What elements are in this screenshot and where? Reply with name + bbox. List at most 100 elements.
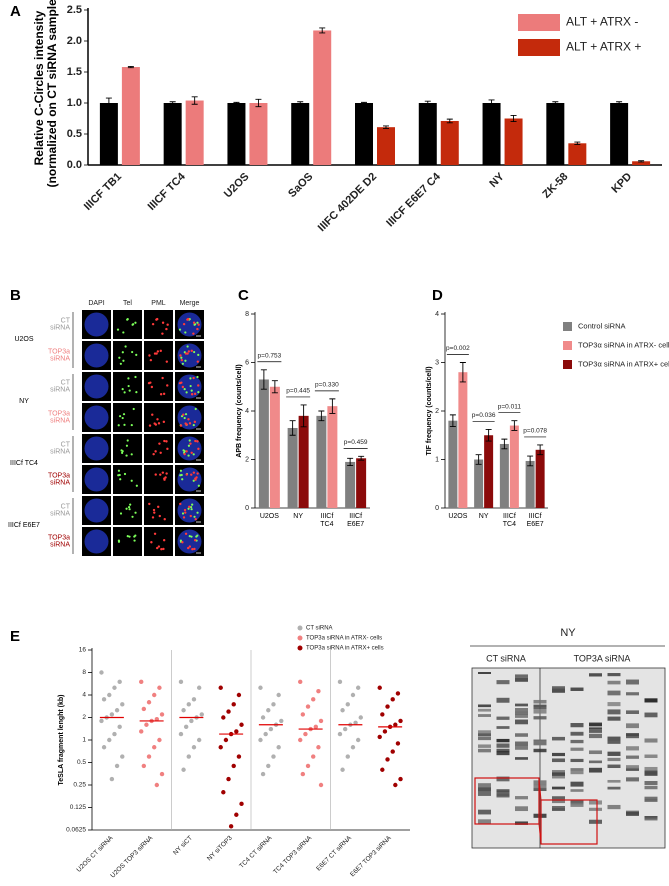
data-point [218, 745, 223, 750]
data-point [99, 670, 104, 675]
pml-focus [161, 332, 164, 335]
data-point [159, 712, 165, 717]
pml-focus [148, 502, 151, 506]
data-point [382, 729, 388, 734]
bar [440, 120, 459, 165]
gel-band [607, 786, 621, 790]
data-point [353, 720, 358, 725]
micrograph [113, 496, 142, 525]
bar [356, 458, 367, 508]
y-tick-label: 0 [435, 505, 439, 512]
data-point [101, 697, 107, 702]
tel-focus [127, 377, 130, 380]
data-point [114, 763, 120, 769]
tel-focus [134, 321, 137, 324]
data-point [191, 745, 197, 750]
data-point [221, 715, 226, 720]
x-tick-label: IIICf E6E7 [526, 513, 544, 528]
error-bar [127, 65, 134, 69]
error-bar [289, 420, 296, 436]
bar [484, 435, 494, 508]
pml-focus [188, 422, 192, 425]
pml-focus [147, 381, 151, 385]
gel-band [515, 733, 528, 737]
bar [313, 30, 332, 166]
condition-label: CT siRNA [50, 378, 70, 394]
data-point [300, 771, 306, 777]
tel-focus [180, 473, 183, 477]
gel-band [589, 807, 602, 811]
data-point [345, 702, 350, 707]
pml-focus [191, 548, 194, 551]
gel-band [607, 680, 621, 685]
pml-focus [197, 447, 200, 451]
tel-focus [135, 484, 138, 487]
data-point [117, 724, 122, 730]
lane-label: CT siRNA [486, 653, 526, 663]
pml-focus [155, 546, 159, 550]
gel-band [570, 758, 584, 763]
pml-focus [197, 323, 200, 326]
data-point [221, 790, 226, 795]
gel-band [626, 710, 639, 714]
gel-band [533, 716, 547, 720]
data-point [231, 702, 236, 707]
error-bar [191, 96, 198, 105]
tel-focus [132, 407, 135, 411]
tel-focus [193, 323, 196, 326]
pml-focus [154, 450, 157, 453]
data-point [318, 718, 324, 724]
pml-focus [148, 424, 152, 427]
micrograph [113, 310, 142, 339]
error-bar [616, 101, 623, 105]
bar [121, 67, 140, 165]
gel-band [552, 786, 565, 790]
pml-focus [161, 471, 165, 474]
y-tick-label: 1 [435, 456, 439, 463]
pml-focus [187, 317, 190, 321]
y-tick-label: 0.5 [67, 128, 82, 140]
gel-band [570, 747, 584, 751]
legend-swatch [518, 39, 560, 56]
error-bar [233, 101, 240, 105]
pml-focus [188, 505, 191, 509]
gel-band [589, 760, 602, 764]
tel-focus [122, 413, 126, 416]
column-header: Tel [123, 300, 132, 307]
pml-focus [165, 440, 168, 443]
gel-band [515, 713, 528, 718]
error-bar [169, 101, 176, 105]
gel-band [607, 764, 621, 769]
tel-focus [120, 449, 123, 452]
data-point [186, 754, 191, 759]
data-point [196, 737, 202, 743]
data-point [276, 692, 281, 698]
error-bar [475, 454, 482, 465]
nucleus [177, 467, 202, 492]
bar [568, 143, 587, 165]
pml-focus [197, 384, 200, 387]
panel-letter: B [10, 287, 21, 304]
pml-focus [190, 473, 193, 476]
tel-focus [187, 454, 190, 457]
x-tick-label: U2OS [259, 513, 279, 520]
tel-focus [123, 423, 126, 426]
data-point [337, 679, 343, 685]
data-point [157, 737, 162, 743]
gel-band [570, 769, 584, 775]
pml-focus [180, 358, 184, 362]
tel-focus [197, 484, 200, 487]
tel-focus [122, 331, 125, 334]
gel-band [644, 781, 658, 786]
tel-focus [130, 453, 133, 456]
nucleus [84, 343, 109, 368]
pml-focus [196, 327, 199, 331]
gel-band [607, 736, 621, 741]
error-bar [358, 455, 365, 461]
gel-band [533, 748, 547, 753]
data-point [181, 708, 186, 713]
gel-band [607, 804, 621, 810]
data-point [390, 749, 395, 754]
data-point [178, 731, 184, 737]
tel-focus [131, 323, 134, 326]
